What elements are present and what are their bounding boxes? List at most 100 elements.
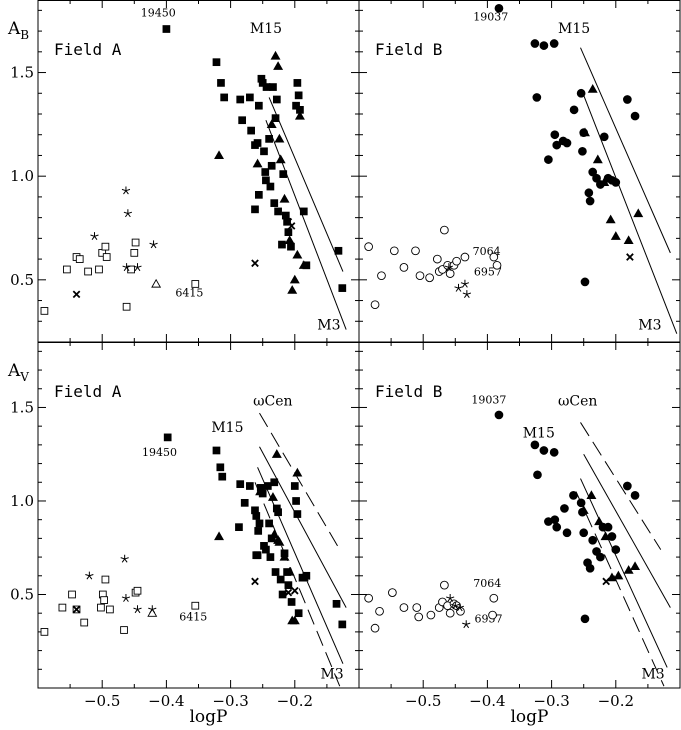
data-point-star xyxy=(148,605,157,614)
data-point-filled-square xyxy=(267,161,276,170)
data-point-filled-triangle xyxy=(255,486,266,496)
data-point-filled-circle xyxy=(549,447,559,457)
data-point-filled-square xyxy=(246,482,254,490)
data-point-open-square xyxy=(100,596,108,604)
data-point-filled-square xyxy=(334,246,343,255)
data-point-open-square xyxy=(75,255,84,263)
data-point-filled-circle xyxy=(532,93,542,102)
data-point-filled-triangle xyxy=(292,249,303,259)
data-point-filled-square xyxy=(278,590,287,599)
data-point-filled-circle xyxy=(530,39,540,48)
data-point-filled-square xyxy=(274,508,282,517)
x-tick-label: −0.5 xyxy=(84,692,120,710)
data-point-filled-square xyxy=(293,79,302,87)
data-point-open-circle xyxy=(489,593,499,603)
data-point-filled-square xyxy=(266,553,275,561)
data-point-filled-circle xyxy=(623,95,632,104)
data-point-filled-square xyxy=(254,101,263,110)
data-point-filled-triangle xyxy=(289,274,300,284)
line-label: M15 xyxy=(250,21,282,37)
y-axis-label: AV xyxy=(7,361,29,384)
data-point-cross xyxy=(72,290,81,299)
data-point-open-circle xyxy=(445,269,455,278)
data-point-filled-square xyxy=(270,199,279,207)
data-point-filled-square xyxy=(258,79,267,87)
data-point-open-circle xyxy=(389,246,399,256)
data-point-filled-triangle xyxy=(287,285,298,294)
data-point-filled-square xyxy=(279,170,288,178)
x-tick-label: −0.3 xyxy=(533,692,569,710)
data-point-star xyxy=(149,240,158,249)
data-point-filled-triangle xyxy=(284,235,295,245)
data-point-filled-circle xyxy=(539,446,549,455)
data-point-filled-square xyxy=(260,147,268,156)
data-point-filled-square xyxy=(287,598,296,606)
data-point-filled-circle xyxy=(596,552,605,562)
data-point-star xyxy=(90,232,99,240)
data-point-filled-circle xyxy=(549,39,559,48)
data-point-filled-square xyxy=(271,568,280,576)
data-point-filled-square xyxy=(162,25,171,33)
data-point-filled-square xyxy=(332,599,341,608)
data-point-filled-square xyxy=(276,575,285,584)
data-point-star xyxy=(455,603,464,612)
data-point-filled-square xyxy=(299,207,308,216)
data-point-filled-square xyxy=(255,519,264,528)
data-point-filled-circle xyxy=(603,522,613,532)
data-point-open-circle xyxy=(445,608,455,618)
data-point-filled-circle xyxy=(562,528,572,538)
data-point-filled-square xyxy=(217,79,225,87)
relation-line xyxy=(259,446,347,608)
x-axis-label: logP xyxy=(190,707,228,727)
y-tick-label: 1.0 xyxy=(10,492,34,510)
data-point-filled-circle xyxy=(576,498,586,508)
data-point-filled-square xyxy=(261,168,270,176)
data-point-filled-square xyxy=(338,284,347,292)
data-point-open-circle xyxy=(364,242,373,252)
data-point-star xyxy=(462,290,472,299)
data-point-filled-triangle xyxy=(273,61,284,70)
data-point-filled-triangle xyxy=(605,214,616,224)
data-point-filled-square xyxy=(274,207,282,216)
data-point-filled-circle xyxy=(539,41,549,50)
relation-line xyxy=(265,120,347,330)
data-point-filled-triangle xyxy=(279,193,290,203)
data-point-filled-square xyxy=(262,176,270,185)
data-point-filled-square xyxy=(287,242,295,251)
data-point-open-circle xyxy=(388,588,397,597)
relation-line xyxy=(259,412,341,550)
line-label: ωCen xyxy=(558,394,597,410)
data-point-filled-triangle xyxy=(279,551,290,561)
data-point-filled-square xyxy=(294,609,303,618)
data-point-filled-triangle xyxy=(623,235,634,245)
data-point-filled-triangle xyxy=(298,572,309,582)
relation-line xyxy=(580,422,662,550)
data-point-open-circle xyxy=(370,300,380,310)
data-point-filled-circle xyxy=(560,504,569,513)
data-point-filled-square xyxy=(163,433,172,442)
data-point-open-square xyxy=(68,590,76,599)
data-point-filled-circle xyxy=(562,138,572,148)
data-point-filled-circle xyxy=(569,105,579,115)
data-point-filled-circle xyxy=(580,277,590,287)
data-point-open-circle xyxy=(489,252,499,262)
x-axis-label: logP xyxy=(511,707,549,727)
data-point-filled-circle xyxy=(494,3,504,13)
data-point-filled-square xyxy=(290,482,299,490)
data-point-filled-square xyxy=(253,551,262,560)
data-point-filled-circle xyxy=(630,111,640,121)
data-point-cross xyxy=(72,605,81,614)
data-point-open-square xyxy=(58,603,67,612)
data-point-filled-triangle xyxy=(214,531,225,541)
x-tick-label: −0.2 xyxy=(598,692,634,710)
data-point-star xyxy=(460,279,470,288)
data-point-open-circle xyxy=(412,603,422,612)
data-point-open-square xyxy=(80,618,89,627)
field-label: Field B xyxy=(375,40,442,59)
data-point-filled-square xyxy=(236,480,245,488)
data-point-open-square xyxy=(40,307,49,315)
x-tick-label: −0.2 xyxy=(277,692,313,710)
